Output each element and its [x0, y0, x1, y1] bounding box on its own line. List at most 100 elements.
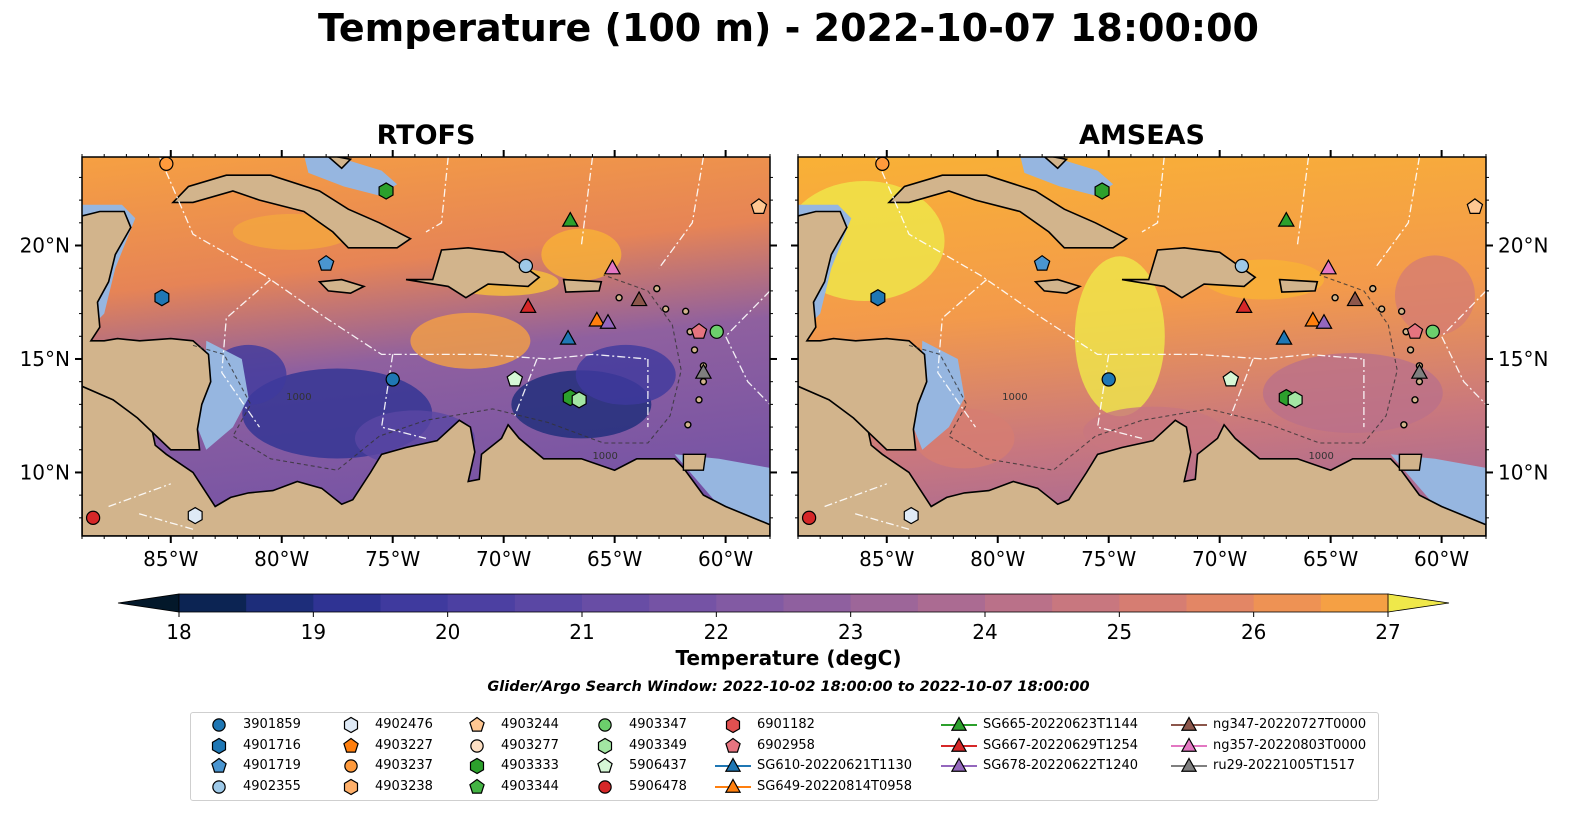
eez-boundary — [159, 157, 648, 360]
colorbar-bin — [380, 594, 449, 612]
float-marker-ng357-20220803T0000 — [1319, 258, 1338, 275]
colorbar-bin — [1253, 594, 1322, 612]
float-marker-4902476 — [903, 506, 919, 525]
legend-symbol — [211, 737, 227, 754]
lon-tick-label: 70°W — [476, 547, 531, 571]
land-yucatan — [798, 210, 928, 451]
temperature-anomaly — [410, 312, 531, 369]
lat-tick-label: 20°N — [1498, 234, 1548, 258]
legend-label: 5906478 — [629, 778, 687, 794]
float-marker-4903347 — [1425, 324, 1440, 339]
float-marker-ng347-20220727T0000 — [630, 290, 648, 307]
legend-symbol — [1171, 757, 1207, 772]
legend-label: 4903333 — [501, 758, 559, 773]
legend-label: 3901859 — [243, 717, 301, 732]
island — [661, 305, 670, 313]
legend-label: 4903277 — [501, 737, 559, 753]
legend-label: 5906437 — [629, 758, 687, 773]
eez-boundary — [1141, 157, 1165, 233]
isobath-label: 1000 — [592, 451, 617, 462]
eez-boundary — [1230, 358, 1254, 416]
float-marker-4903333 — [378, 182, 394, 200]
legend: 3901859 4901716 4901719 4902355 4902476 49032… — [190, 712, 1379, 801]
float-marker-4903244 — [1466, 198, 1484, 214]
amseas-panel-title: AMSEAS — [1079, 120, 1205, 151]
colorbar-bin — [917, 594, 986, 612]
land-hispaniola — [405, 246, 541, 299]
legend-marker — [950, 736, 968, 752]
colorbar-bin — [582, 594, 650, 612]
legend-marker — [212, 718, 226, 732]
float-marker-SG665-20220623T1144 — [561, 211, 579, 227]
lat-tick-label: 15°N — [1498, 347, 1548, 371]
colorbar-label: Temperature (degC) — [675, 646, 902, 670]
isobath-1000m — [908, 274, 1398, 471]
legend-symbol — [1171, 736, 1207, 752]
colorbar-tick-label: 22 — [704, 620, 729, 644]
float-marker-4903347 — [709, 324, 724, 339]
isobath-1000m — [192, 274, 682, 471]
legend-symbol — [470, 738, 484, 753]
legend-marker — [1180, 736, 1198, 752]
float-marker-SG610-20220621T1130 — [1275, 329, 1293, 345]
float-marker-SG649-20220814T0958 — [1304, 311, 1322, 327]
island — [1397, 307, 1406, 316]
legend-marker — [212, 779, 226, 794]
island — [681, 307, 690, 316]
legend-label: 4903349 — [629, 737, 687, 753]
float-marker-6902958 — [690, 322, 708, 339]
float-marker-SG678-20220622T1240 — [1315, 313, 1333, 329]
land-hispaniola — [1121, 246, 1257, 299]
temperature-anomaly — [541, 228, 622, 281]
float-marker-4901716 — [154, 289, 170, 307]
eez-boundary — [108, 483, 172, 508]
legend-label: SG665-20220623T1144 — [983, 717, 1139, 732]
legend-label: 6902958 — [757, 737, 815, 753]
float-marker-3901859 — [1101, 372, 1116, 387]
colorbar-tick-label: 19 — [301, 620, 326, 644]
legend-symbol — [212, 779, 226, 794]
island — [1331, 294, 1339, 302]
legend-symbol — [343, 737, 359, 753]
legend-label: 4903244 — [501, 717, 559, 732]
shallow-shelf-bahamas — [1020, 157, 1114, 196]
float-marker-4901719 — [1033, 254, 1051, 271]
figure-title: Temperature (100 m) - 2022-10-07 18:00:0… — [317, 6, 1259, 50]
colorbar-bin — [1119, 594, 1188, 612]
eez-boundary — [580, 157, 594, 246]
eez-boundary — [425, 157, 449, 233]
eez-boundary — [937, 279, 988, 428]
float-marker-5906437 — [1222, 370, 1240, 387]
lat-tick-label: 15°N — [20, 347, 70, 371]
rtofs-panel-title: RTOFS — [376, 120, 476, 151]
legend-label: 4903238 — [375, 778, 433, 794]
eez-boundary — [875, 157, 1364, 360]
legend-symbol — [725, 737, 741, 753]
float-marker-4902355 — [518, 258, 534, 274]
legend-symbol — [343, 716, 359, 734]
lon-tick-label: 85°W — [143, 547, 198, 571]
lon-tick-label: 65°W — [587, 547, 642, 571]
land-puertorico — [562, 278, 603, 293]
float-marker-4903237 — [159, 157, 174, 171]
island — [653, 284, 661, 293]
colorbar-extend-min — [117, 593, 180, 613]
float-marker-ng347-20220727T0000 — [1346, 290, 1364, 307]
map-frame — [797, 156, 1487, 537]
legend-label: 4902355 — [243, 778, 301, 794]
legend-label: 6901182 — [757, 717, 815, 732]
legend-marker — [469, 757, 485, 775]
lon-tick-label: 80°W — [970, 547, 1025, 571]
float-marker-4903244 — [750, 198, 768, 214]
float-marker-ng357-20220803T0000 — [603, 258, 622, 275]
float-marker-4903237 — [875, 157, 890, 171]
lon-tick-label: 60°W — [698, 547, 753, 571]
temperature-anomaly — [575, 344, 676, 405]
temperature-anomaly — [1262, 353, 1443, 434]
island — [684, 421, 692, 429]
land-cuba — [887, 174, 1129, 249]
legend-label: 4901719 — [243, 758, 301, 773]
float-marker-SG665-20220623T1144 — [1277, 211, 1295, 227]
legend-symbol — [343, 778, 359, 795]
legend-label: ng357-20220803T0000 — [1213, 737, 1367, 753]
